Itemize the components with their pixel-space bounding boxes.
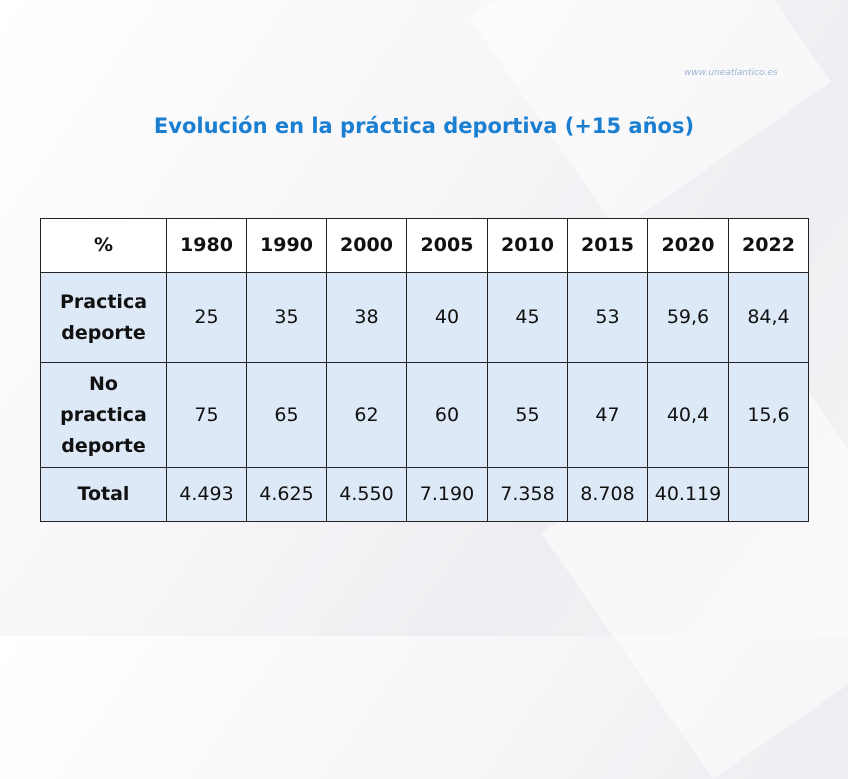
row-label: Total — [40, 467, 167, 522]
header-cell: 2000 — [326, 218, 407, 273]
watermark-url: www.uneatlantico.es — [684, 68, 778, 78]
table-cell: 60 — [406, 362, 488, 468]
table-cell: 7.358 — [487, 467, 568, 522]
table-cell: 40,4 — [647, 362, 729, 468]
row-label-line: deporte — [61, 434, 146, 457]
table-cell: 7.190 — [406, 467, 488, 522]
header-cell: 1980 — [166, 218, 247, 273]
table-cell: 4.493 — [166, 467, 247, 522]
table-cell: 38 — [326, 272, 407, 363]
table-cell: 40.119 — [647, 467, 729, 522]
table-cell: 62 — [326, 362, 407, 468]
row-label-line: deporte — [61, 321, 146, 344]
table-cell: 65 — [246, 362, 327, 468]
table-cell — [728, 467, 809, 522]
slide-title: Evolución en la práctica deportiva (+15 … — [153, 114, 695, 138]
row-label: Practica deporte — [40, 272, 167, 363]
table-cell: 4.550 — [326, 467, 407, 522]
table-cell: 59,6 — [647, 272, 729, 363]
table-row: Total 4.493 4.625 4.550 7.190 7.358 8.70… — [40, 467, 809, 522]
header-row: % 1980 1990 2000 2005 2010 2015 2020 202… — [40, 218, 809, 273]
header-cell: % — [40, 218, 167, 273]
row-label: No practica deporte — [40, 362, 167, 468]
table-cell: 84,4 — [728, 272, 809, 363]
table-cell: 40 — [406, 272, 488, 363]
table-cell: 75 — [166, 362, 247, 468]
header-cell: 2020 — [647, 218, 729, 273]
table-cell: 25 — [166, 272, 247, 363]
table-cell: 55 — [487, 362, 568, 468]
row-label-line: Practica — [59, 290, 148, 313]
row-label-line: practica — [60, 403, 147, 426]
table-cell: 4.625 — [246, 467, 327, 522]
table-cell: 35 — [246, 272, 327, 363]
header-cell: 2005 — [406, 218, 488, 273]
table-cell: 53 — [567, 272, 648, 363]
table-row: No practica deporte 75 65 62 60 55 47 40,4… — [40, 362, 809, 468]
header-cell: 2015 — [567, 218, 648, 273]
header-cell: 1990 — [246, 218, 327, 273]
table-cell: 47 — [567, 362, 648, 468]
header-cell: 2010 — [487, 218, 568, 273]
table-row: Practica deporte 25 35 38 40 45 53 59,6 8… — [40, 272, 809, 363]
table-cell: 45 — [487, 272, 568, 363]
data-table: % 1980 1990 2000 2005 2010 2015 2020 202… — [40, 218, 809, 522]
header-cell: 2022 — [728, 218, 809, 273]
table-cell: 8.708 — [567, 467, 648, 522]
table-cell: 15,6 — [728, 362, 809, 468]
row-label-line: No — [89, 372, 118, 395]
